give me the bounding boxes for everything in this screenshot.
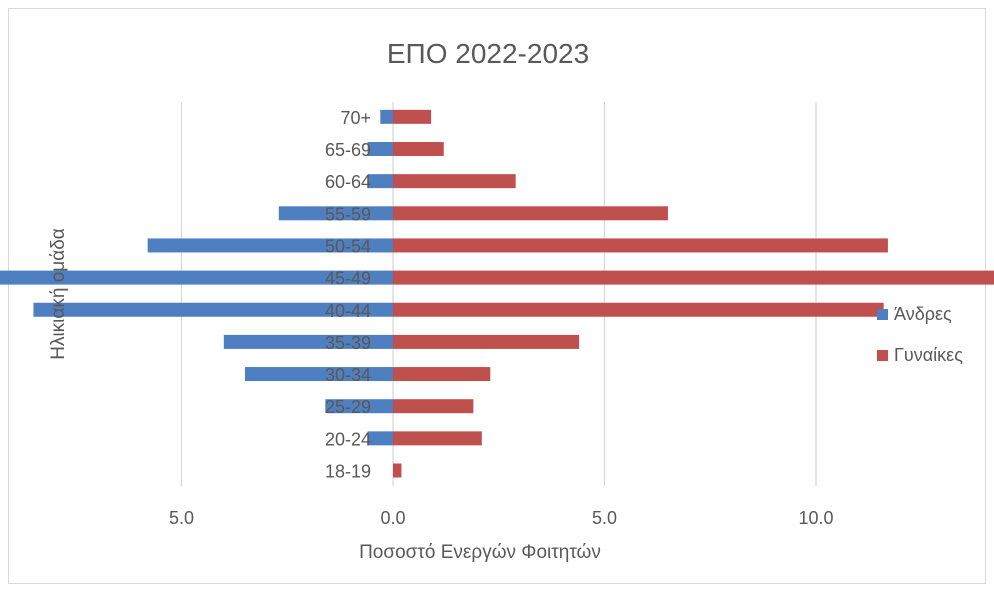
bar-women-45-49 (393, 270, 994, 285)
x-tick-label: 5.0 (592, 508, 617, 528)
category-label: 65-69 (325, 140, 371, 160)
x-tick-label: 0.0 (380, 508, 405, 528)
category-label: 35-39 (325, 333, 371, 353)
bar-women-50-54 (393, 238, 888, 253)
x-axis-title: Ποσοστό Ενεργών Φοιτητών (359, 542, 601, 563)
bar-men-30-34 (244, 367, 393, 382)
category-label: 70+ (340, 108, 371, 128)
category-label: 50-54 (325, 236, 371, 256)
category-label: 30-34 (325, 365, 371, 385)
bar-women-40-44 (393, 302, 884, 317)
bar-women-30-34 (393, 367, 491, 382)
bar-men-65-69 (367, 142, 393, 156)
bars (0, 109, 994, 478)
legend: Άνδρες Γυναίκες (877, 304, 963, 365)
legend-label-women: Γυναίκες (894, 345, 963, 365)
bar-men-45-49 (0, 270, 394, 285)
bar-men-25-29 (325, 399, 393, 414)
category-label: 25-29 (325, 397, 371, 417)
legend-swatch-men (877, 309, 888, 320)
bar-women-25-29 (393, 399, 474, 414)
bar-men-70+ (380, 109, 393, 124)
chart-title: ΕΠΟ 2022-2023 (387, 38, 589, 69)
category-label: 20-24 (325, 429, 371, 449)
legend-swatch-women (877, 350, 888, 361)
bar-women-70+ (393, 109, 432, 124)
bar-men-50-54 (147, 238, 393, 253)
legend-label-men: Άνδρες (894, 304, 952, 324)
chart-area (8, 8, 986, 584)
bar-men-20-24 (367, 431, 393, 446)
x-tick-labels: 15.010.05.00.05.010.015.020.0 (169, 508, 834, 528)
bar-women-35-39 (393, 334, 580, 349)
x-tick-label: 5.0 (169, 508, 194, 528)
category-label: 55-59 (325, 204, 371, 224)
category-label: 18-19 (325, 462, 371, 482)
category-label: 45-49 (325, 269, 371, 289)
bar-women-20-24 (393, 431, 482, 446)
x-tick-label: 10.0 (798, 508, 833, 528)
bar-men-55-59 (278, 206, 393, 221)
bar-men-60-64 (367, 174, 393, 189)
bar-women-65-69 (393, 142, 444, 156)
bar-men-35-39 (223, 334, 393, 349)
bar-women-18-19 (393, 463, 402, 478)
bar-men-40-44 (33, 302, 393, 317)
bar-women-55-59 (393, 206, 668, 221)
gridlines (180, 102, 817, 486)
category-labels: 18-19 20-24 25-29 30-34 35-39 40-44 45-49 50-54… (325, 108, 371, 482)
bar-women-60-64 (393, 174, 516, 189)
y-axis-title: Ηλικιακή ομάδα (48, 228, 69, 360)
category-label: 60-64 (325, 172, 371, 192)
category-label: 40-44 (325, 301, 371, 321)
